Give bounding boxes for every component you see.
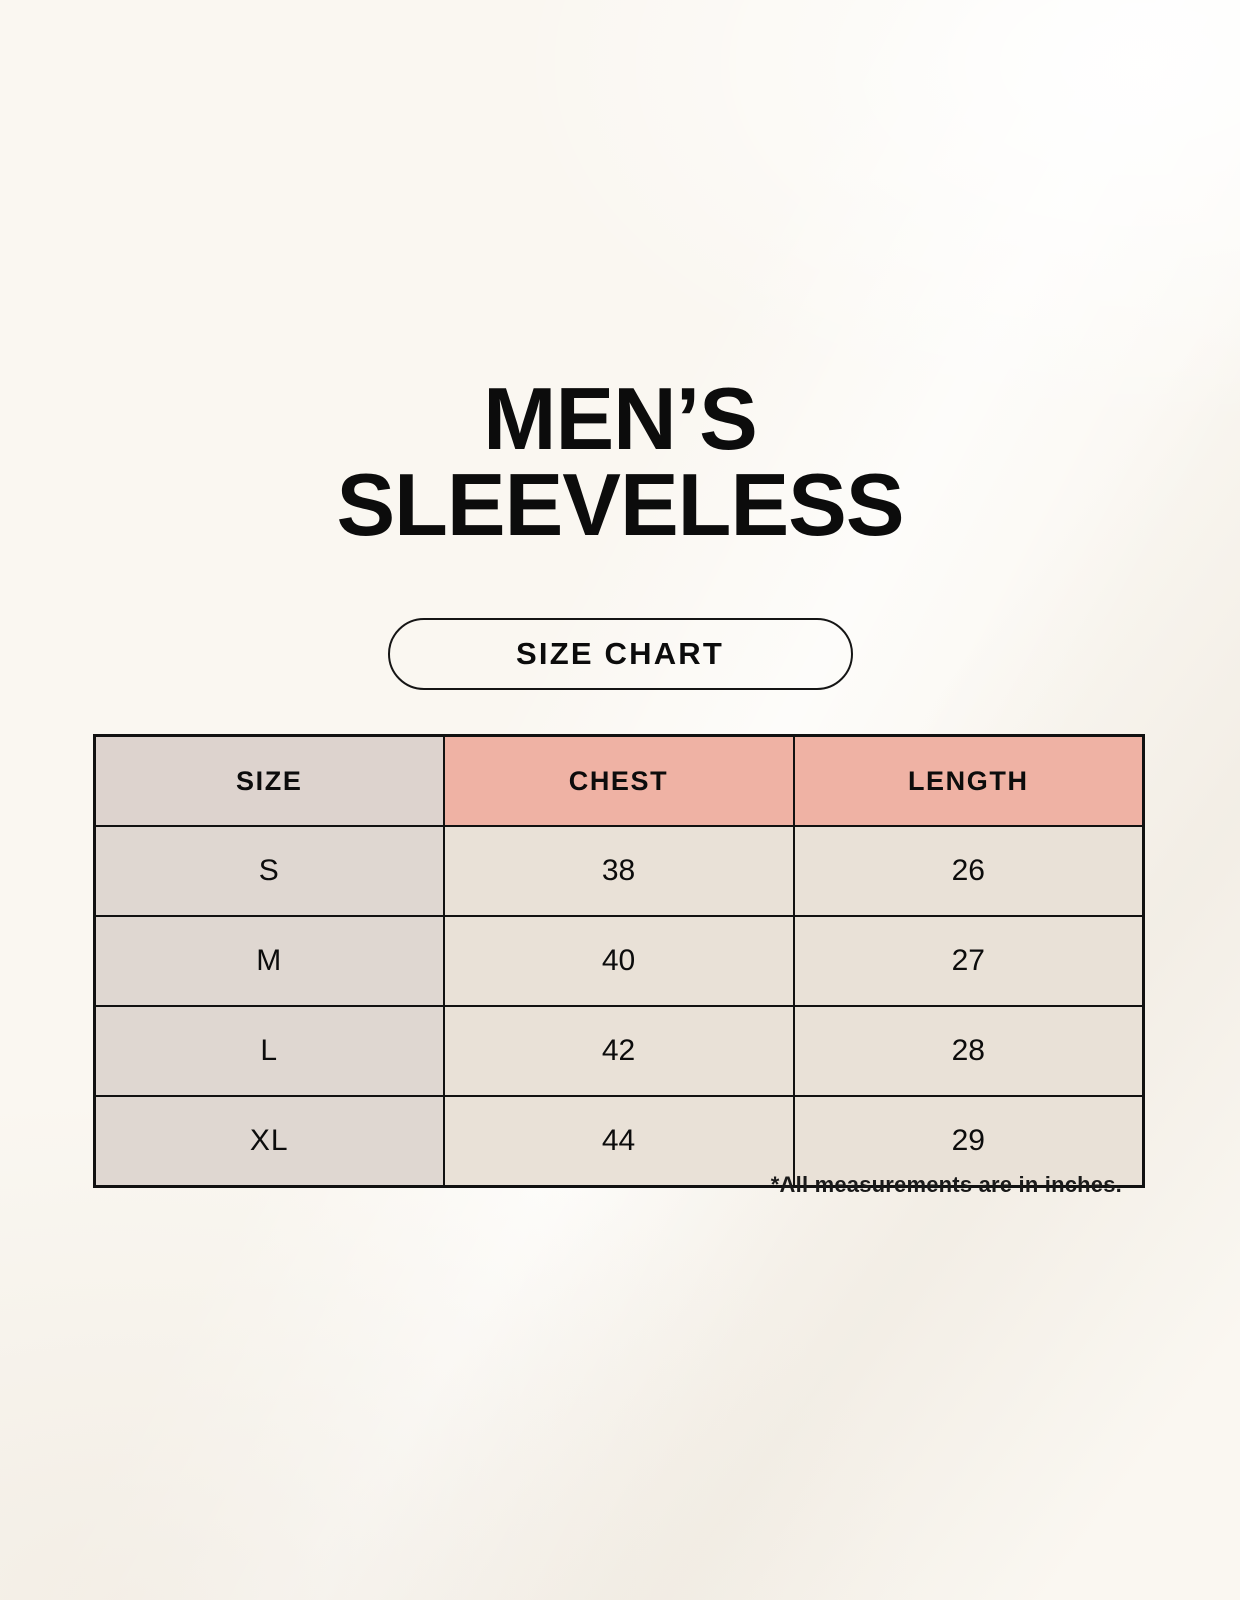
column-header-length: LENGTH [792,734,1145,827]
cell-length-s: 26 [792,825,1145,917]
table-row: M 40 27 [93,915,1145,1007]
size-table-head: SIZE CHEST LENGTH [93,734,1145,827]
cell-chest-l: 42 [442,1005,795,1097]
page-title-line-1: MEN’S [483,369,758,468]
cell-size-xl: XL [93,1095,445,1188]
cell-size-m: M [93,915,445,1007]
column-header-chest: CHEST [442,734,795,827]
size-table: SIZE CHEST LENGTH S 38 26 M 40 27 L [93,734,1145,1188]
cell-length-xl: 29 [792,1095,1145,1188]
table-header-row: SIZE CHEST LENGTH [93,734,1145,827]
size-chart-badge: SIZE CHART [387,618,853,690]
cell-length-m: 27 [792,915,1145,1007]
table-row: L 42 28 [93,1005,1145,1097]
cell-chest-s: 38 [442,825,795,917]
size-chart-badge-container: SIZE CHART [0,618,1240,690]
size-table-body: S 38 26 M 40 27 L 42 28 XL 44 29 [93,825,1145,1188]
cell-length-l: 28 [792,1005,1145,1097]
cell-chest-xl: 44 [442,1095,795,1188]
page-title-line-2: SLEEVELESS [336,455,904,555]
cell-size-s: S [93,825,445,917]
table-row: S 38 26 [93,825,1145,917]
measurements-footnote: *All measurements are in inches. [770,1172,1122,1197]
table-row: XL 44 29 [93,1095,1145,1188]
page-title: MEN’S SLEEVELESS [0,369,1240,555]
column-header-size: SIZE [93,734,445,827]
size-table-container: SIZE CHEST LENGTH S 38 26 M 40 27 L [93,734,1145,1188]
cell-size-l: L [93,1005,445,1097]
cell-chest-m: 40 [442,915,795,1007]
